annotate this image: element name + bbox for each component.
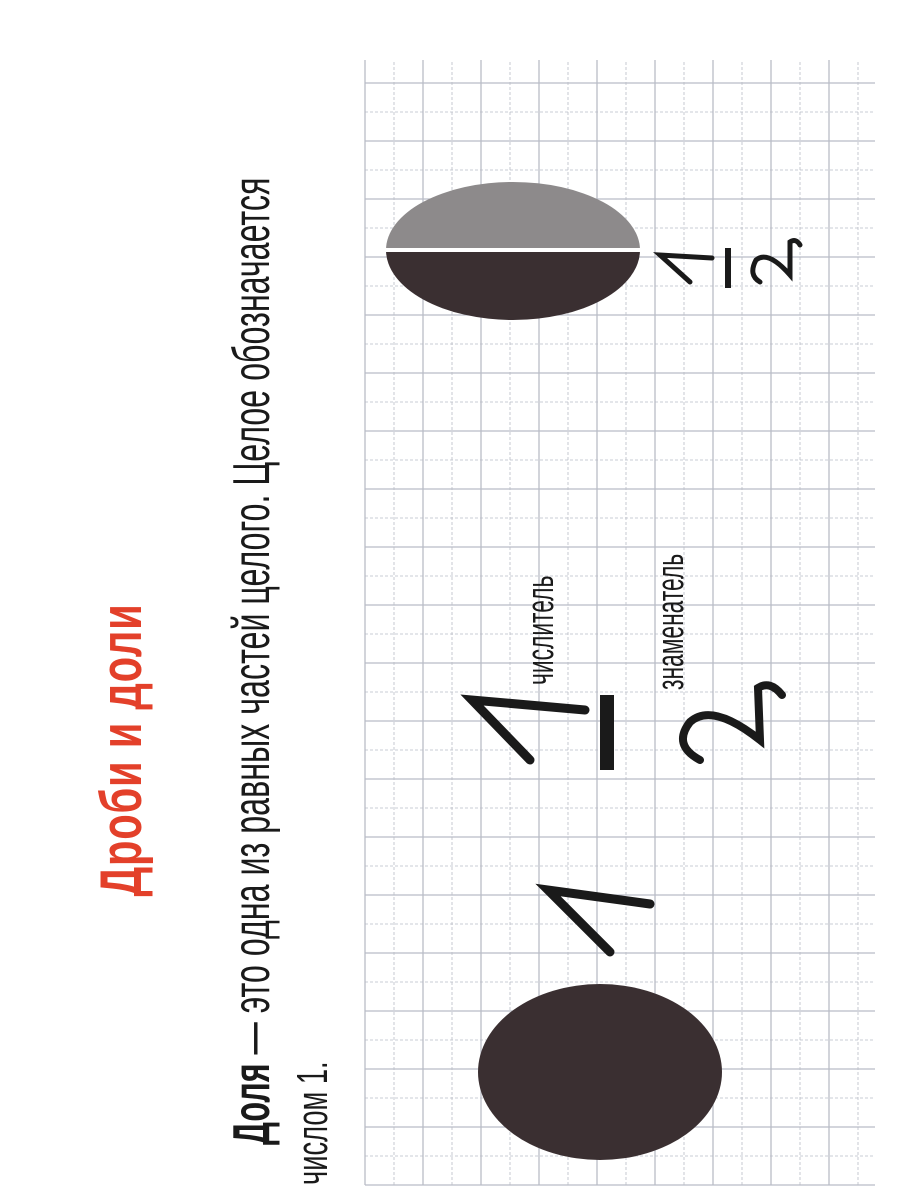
fraction-numerator-one — [460, 694, 590, 765]
half-denominator-two — [750, 238, 803, 285]
numerator-label: числитель — [520, 575, 562, 685]
half-numerator-one — [653, 252, 715, 285]
handwritten-one-whole — [535, 883, 655, 957]
fraction-denominator-two — [678, 681, 786, 764]
half-ellipse-dark — [386, 250, 640, 320]
half-ellipse-light — [386, 182, 640, 250]
half-fraction-bar — [725, 248, 731, 288]
denominator-label: знаменатель — [650, 553, 692, 690]
whole-ellipse — [478, 984, 722, 1160]
fraction-bar — [600, 695, 614, 770]
